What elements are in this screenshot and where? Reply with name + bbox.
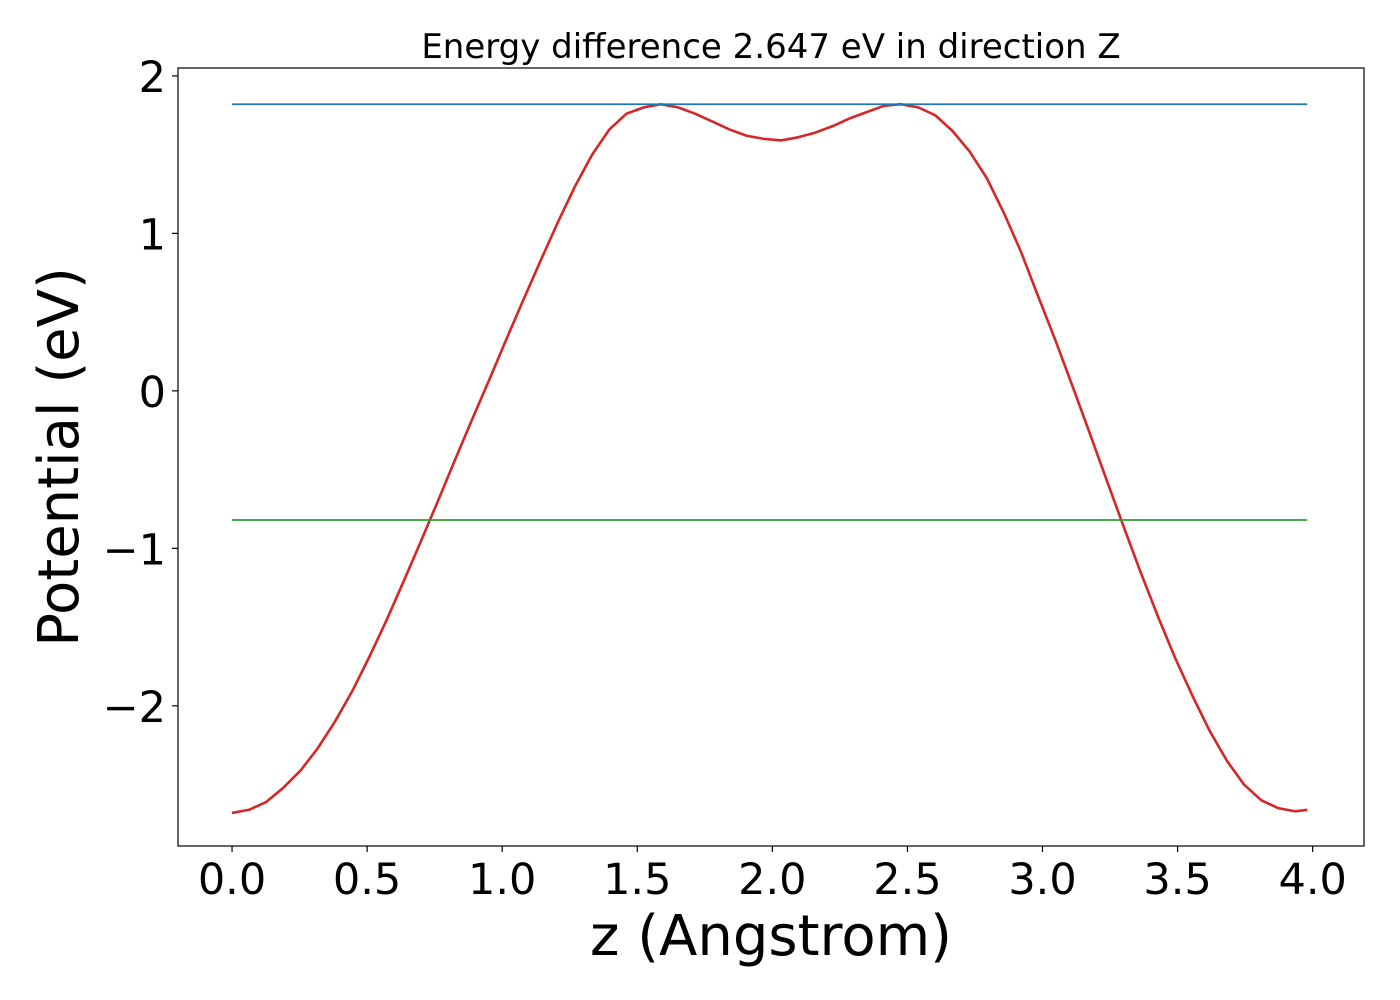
y-tick-label: 1 — [139, 210, 166, 260]
chart-title: Energy difference 2.647 eV in direction … — [421, 27, 1120, 67]
y-tick-label: 2 — [139, 53, 166, 103]
y-tick-label: −2 — [103, 683, 166, 733]
x-tick-label: 2.5 — [873, 855, 941, 905]
x-axis-title: z (Angstrom) — [590, 904, 952, 969]
x-tick-label: 1.5 — [603, 855, 671, 905]
plot-lines — [231, 102, 1308, 815]
y-axis-ticks: −2 −1 0 1 2 — [103, 53, 178, 733]
x-tick-label: 4.0 — [1278, 855, 1346, 905]
series-line-0 — [231, 102, 1308, 815]
x-tick-label: 3.5 — [1143, 855, 1211, 905]
x-tick-label: 0.5 — [333, 855, 401, 905]
x-tick-label: 1.0 — [468, 855, 536, 905]
y-tick-label: 0 — [139, 368, 166, 418]
x-tick-label: 3.0 — [1008, 855, 1076, 905]
plot-frame — [177, 67, 1365, 847]
x-tick-label: 0.0 — [198, 855, 266, 905]
x-axis-ticks: 0.0 0.5 1.0 1.5 2.0 2.5 3.0 3.5 4.0 — [198, 846, 1347, 905]
y-tick-label: −1 — [103, 525, 166, 575]
x-tick-label: 2.0 — [738, 855, 806, 905]
y-axis-title: Potential (eV) — [27, 267, 92, 647]
